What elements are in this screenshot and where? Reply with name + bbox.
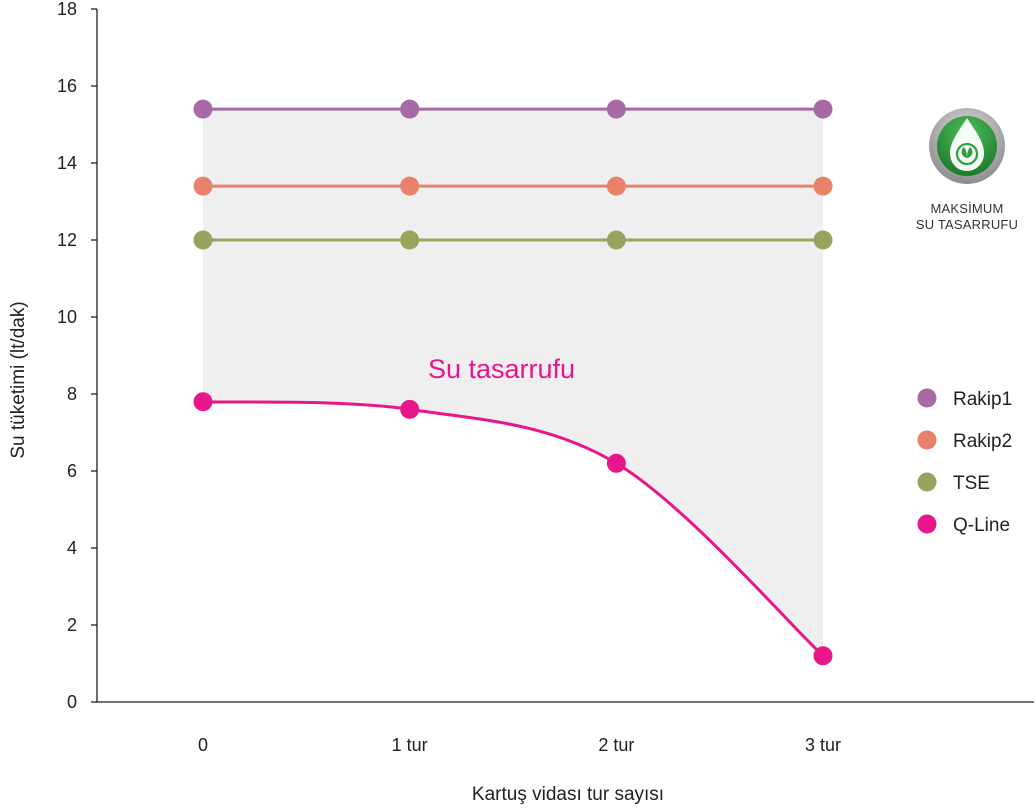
y-tick-label: 2 bbox=[67, 615, 77, 635]
y-tick-label: 4 bbox=[67, 538, 77, 558]
data-point-rakip1 bbox=[193, 99, 213, 119]
y-tick-label: 18 bbox=[57, 0, 77, 19]
badge-line-2: SU TASARRUFU bbox=[916, 217, 1018, 232]
x-tick-label: 3 tur bbox=[805, 735, 841, 755]
data-point-rakip1 bbox=[400, 99, 420, 119]
shaded-area bbox=[203, 109, 823, 656]
data-point-rakip1 bbox=[606, 99, 626, 119]
series-lines bbox=[202, 107, 825, 657]
data-point-q-line bbox=[813, 646, 833, 666]
data-point-q-line bbox=[193, 392, 213, 412]
data-point-tse bbox=[193, 230, 213, 250]
badge: MAKSİMUM SU TASARRUFU bbox=[916, 108, 1018, 232]
series-line-q-line bbox=[202, 400, 825, 657]
legend-swatch-q-line bbox=[917, 514, 937, 534]
data-point-tse bbox=[813, 230, 833, 250]
x-tick-label: 0 bbox=[198, 735, 208, 755]
annotation-su-tasarrufu: Su tasarrufu bbox=[428, 354, 575, 384]
data-point-rakip2 bbox=[606, 176, 626, 196]
savings-shaded-area bbox=[203, 109, 823, 656]
axes: 0 2 4 6 8 10 12 14 16 18 0 1 tur 2 tur 3 tur bbox=[57, 0, 1034, 755]
legend-swatch-rakip1 bbox=[917, 388, 937, 408]
y-tick-label: 0 bbox=[67, 692, 77, 712]
y-tick-label: 10 bbox=[57, 307, 77, 327]
series-points bbox=[193, 99, 833, 666]
y-tick-label: 14 bbox=[57, 153, 77, 173]
data-point-rakip2 bbox=[193, 176, 213, 196]
legend: Rakip1 Rakip2 TSE Q-Line bbox=[917, 388, 1012, 536]
legend-label-tse: TSE bbox=[953, 473, 990, 494]
x-axis-title: Kartuş vidası tur sayısı bbox=[472, 784, 664, 805]
data-point-q-line bbox=[606, 453, 626, 473]
y-tick-label: 16 bbox=[57, 76, 77, 96]
data-point-rakip1 bbox=[813, 99, 833, 119]
y-axis-title: Su tüketimi (lt/dak) bbox=[8, 301, 29, 458]
legend-swatch-tse bbox=[917, 472, 937, 492]
y-tick-label: 12 bbox=[57, 230, 77, 250]
x-tick-label: 1 tur bbox=[392, 735, 428, 755]
y-tick-label: 8 bbox=[67, 384, 77, 404]
data-point-q-line bbox=[400, 399, 420, 419]
legend-label-q-line: Q-Line bbox=[953, 515, 1010, 536]
legend-label-rakip1: Rakip1 bbox=[953, 389, 1012, 410]
data-point-tse bbox=[606, 230, 626, 250]
x-tick-label: 2 tur bbox=[598, 735, 634, 755]
data-point-rakip2 bbox=[813, 176, 833, 196]
y-tick-label: 6 bbox=[67, 461, 77, 481]
legend-label-rakip2: Rakip2 bbox=[953, 431, 1012, 452]
legend-swatch-rakip2 bbox=[917, 430, 937, 450]
badge-line-1: MAKSİMUM bbox=[930, 201, 1003, 216]
data-point-tse bbox=[400, 230, 420, 250]
data-point-rakip2 bbox=[400, 176, 420, 196]
water-drop-leaf-icon bbox=[929, 108, 1005, 184]
